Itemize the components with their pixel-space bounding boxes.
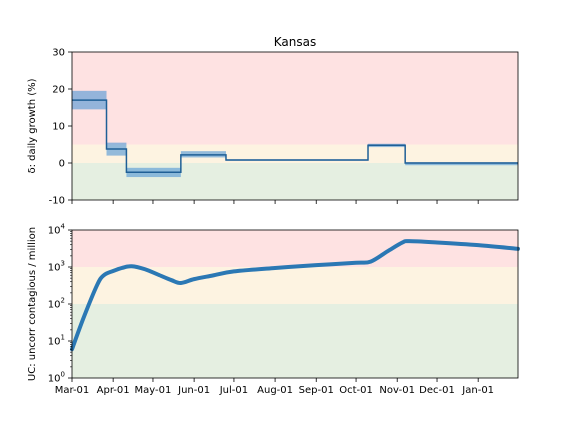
x-tick-label: Jun-01 <box>177 385 210 396</box>
y-tick-label: 103 <box>48 260 65 274</box>
top-x-ticks <box>71 200 479 204</box>
bottom-y-axis-label: UC: uncorr contagious / million <box>27 227 38 381</box>
bottom-x-ticks: Mar-01 Apr-01 May-01 Jun-01 Jul-01 Aug-01 Sep-… <box>55 378 494 396</box>
growth-step-line <box>72 99 518 173</box>
y-tick-label: -10 <box>49 196 65 207</box>
top-y-axis-label: δ: daily growth (%) <box>27 78 38 173</box>
contagious-series <box>70 239 520 352</box>
y-tick-label: 20 <box>52 85 65 96</box>
x-tick-label: Nov-01 <box>379 385 415 396</box>
y-tick-label: 10 <box>52 122 65 133</box>
x-tick-label: Apr-01 <box>97 385 130 396</box>
chart-title: Kansas <box>274 35 316 49</box>
bottom-risk-bands <box>72 230 518 378</box>
risk-band <box>72 304 518 378</box>
x-tick-label: Mar-01 <box>55 385 90 396</box>
x-tick-label: May-01 <box>135 385 172 396</box>
x-tick-label: Jul-01 <box>219 385 248 396</box>
y-tick-label: 0 <box>59 159 65 170</box>
contagious-panel: 100 101 102 103 104 Mar-01 Apr-01 May-01 Jun-01… <box>27 223 520 396</box>
x-tick-label: Jan-01 <box>461 385 494 396</box>
y-tick-label: 100 <box>48 371 65 385</box>
top-risk-bands <box>72 52 518 200</box>
growth-series <box>72 90 518 178</box>
x-tick-label: Sep-01 <box>299 385 334 396</box>
y-tick-label: 101 <box>48 334 65 348</box>
growth-panel: -10 0 10 20 30 Kansas δ: daily growth (%) <box>27 35 519 207</box>
risk-band <box>72 230 518 267</box>
risk-band <box>72 267 518 304</box>
x-tick-label: Oct-01 <box>339 385 373 396</box>
risk-band <box>72 144 518 163</box>
x-tick-label: Dec-01 <box>419 385 455 396</box>
y-tick-label: 30 <box>52 48 65 59</box>
y-tick-label: 102 <box>48 297 65 311</box>
bottom-y-ticks: 100 101 102 103 104 <box>48 223 72 385</box>
risk-band <box>72 52 518 145</box>
top-y-ticks: -10 0 10 20 30 <box>49 48 72 207</box>
y-tick-label: 104 <box>48 223 66 237</box>
contagious-line <box>70 239 520 352</box>
x-tick-label: Aug-01 <box>257 385 293 396</box>
